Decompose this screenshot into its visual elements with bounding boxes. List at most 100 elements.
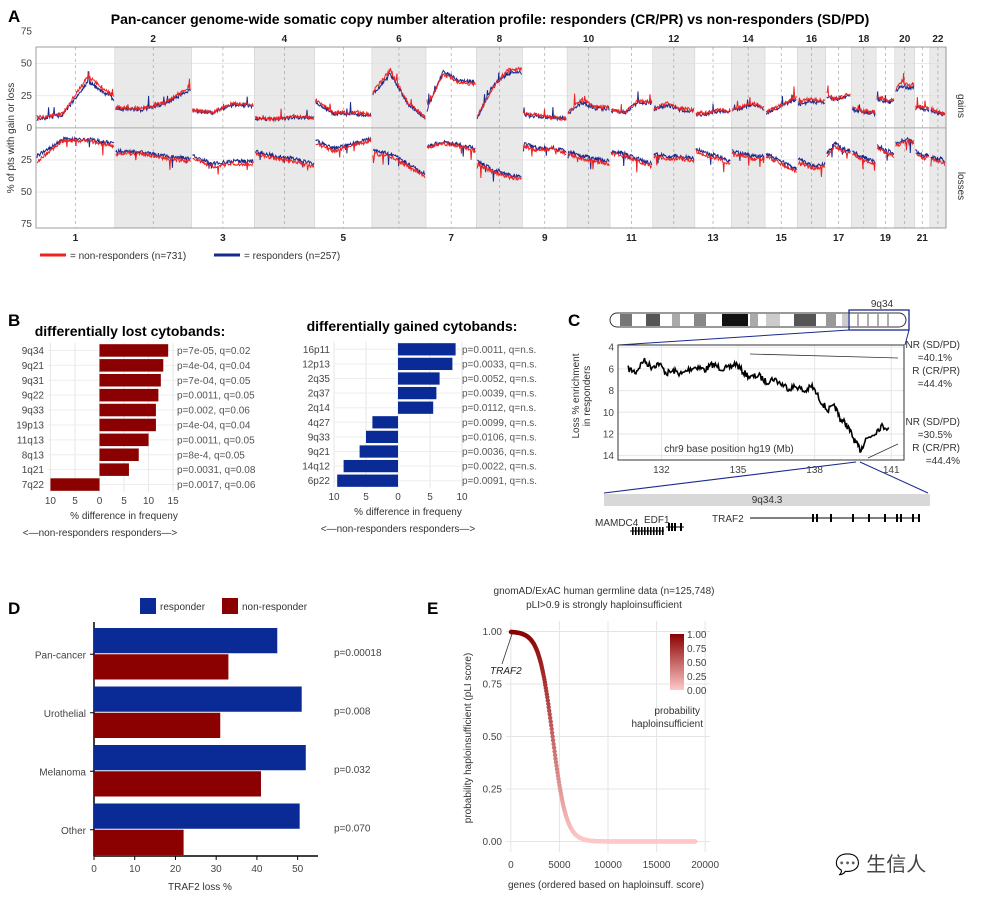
legend-swatch-nonresponder (222, 598, 238, 614)
subband-label: 9q34.3 (752, 495, 783, 506)
gain-line-nonresponders (826, 85, 851, 103)
p-value-label: p=0.0011, q=0.05 (177, 391, 255, 402)
lost-xlabel: % difference in frequeny (70, 511, 178, 522)
gene-exon (641, 527, 643, 535)
y-tick-label: 50 (21, 59, 33, 70)
chrom-label-bottom: 5 (341, 233, 347, 244)
panel-e-ylabel: probability haploinsufficient (pLI score… (463, 653, 474, 823)
gene-track (603, 461, 930, 535)
cytoband-bar (50, 478, 100, 491)
cytoband-label: 14q12 (302, 462, 330, 473)
panel-label-a: A (8, 7, 20, 26)
cytoband-label: 16p11 (303, 345, 331, 356)
gene-exon (884, 514, 886, 522)
gene-point (545, 695, 550, 700)
y-tick-label: 0.75 (483, 680, 503, 691)
gain-line-nonresponders (852, 105, 876, 115)
panel-d-xlabel: TRAF2 loss % (168, 882, 232, 893)
gene-exon (644, 527, 646, 535)
cytoband-bar (99, 418, 156, 432)
cytoband-bar (398, 357, 453, 371)
legend-colorbar (670, 634, 684, 690)
x-tick-label: 10 (328, 492, 340, 503)
svg-text:=30.5%: =30.5% (918, 430, 952, 441)
legend-tick-label: 0.75 (687, 644, 707, 655)
cytoband-label: 9q34 (22, 346, 45, 357)
p-value-label: p=0.0031, q=0.08 (177, 465, 256, 476)
cytoband-bar (99, 403, 156, 417)
p-value-label: p=0.0033, q=n.s. (462, 359, 537, 370)
gene-point (550, 738, 556, 743)
traf2-loss-chart: 0 10 20 30 40 50 Pan-cancer p=0.00018 Urothelial… (35, 622, 382, 875)
cytoband-label: 9q33 (308, 432, 331, 443)
loss-line-responders (765, 152, 797, 172)
p-value-label: p=7e-04, q=0.05 (177, 376, 251, 387)
loss-line-nonresponders (826, 144, 851, 159)
loss-line-responders (895, 136, 914, 154)
y-tick-label: 0.00 (483, 837, 503, 848)
gene-point (550, 734, 555, 739)
x-tick-label: 10 (45, 496, 57, 507)
panel-label-d: D (8, 599, 20, 618)
loss-line-responders (695, 146, 731, 165)
ideogram-band (750, 314, 758, 326)
cna-profile-plot: 7550250255075123456789101112131415161718… (21, 27, 947, 244)
gene-exon (868, 514, 870, 522)
gene-exon (896, 514, 898, 522)
x-tick-label: 10 (129, 864, 141, 875)
gene-exon (852, 514, 854, 522)
category-label: Pan-cancer (35, 650, 87, 661)
legend-title-2: haploinsufficient (631, 719, 703, 730)
gain-line-nonresponders (731, 97, 765, 111)
x-tick-label: 141 (883, 465, 900, 476)
gene-point (693, 839, 698, 844)
nonresponder-bar (94, 829, 184, 855)
cytoband-bar (372, 416, 398, 429)
gained-direction: <—non-responders responders—> (321, 524, 476, 535)
losses-label: losses (955, 172, 966, 200)
gene-exon (816, 514, 818, 522)
gain-line-responders (426, 69, 476, 112)
cytoband-bar (398, 386, 437, 400)
gene-exon (659, 527, 661, 535)
gene-exon (653, 527, 655, 535)
gene-point (549, 723, 554, 728)
lost-cytobands-title: differentially lost cytobands: (35, 323, 226, 339)
p-value-label: p=0.0039, q=n.s. (462, 389, 537, 400)
category-label: Urothelial (44, 709, 86, 720)
gain-line-nonresponders (426, 72, 476, 105)
p-value-label: p=0.008 (334, 707, 371, 718)
x-tick-label: 20 (170, 864, 182, 875)
responder-bar (94, 628, 278, 654)
panel-c-ylabel-2: in responders (582, 366, 593, 427)
gene-exon (668, 523, 670, 531)
gain-line-nonresponders (523, 108, 567, 122)
gene-point (548, 715, 553, 721)
loss-line-nonresponders (255, 151, 315, 171)
cytoband-label: 1q21 (22, 465, 45, 476)
lost-cytobands-chart: 9q34 p=7e-05, q=0.02 9q21 p=4e-04, q=0.04 9q… (16, 343, 256, 507)
chrom-label-top: 14 (743, 34, 755, 45)
cytoband-bar (99, 433, 149, 447)
gene-exon (647, 527, 649, 535)
ideogram-band (646, 314, 660, 326)
loss-line-responders (523, 142, 567, 156)
cytoband-label: 2q14 (308, 403, 331, 414)
svg-text:NR (SD/PD): NR (SD/PD) (906, 417, 960, 428)
x-tick-label: 30 (211, 864, 223, 875)
y-tick-label: 25 (21, 155, 33, 166)
p-value-label: p=7e-05, q=0.02 (177, 346, 251, 357)
x-tick-label: 40 (251, 864, 263, 875)
responder-bar (94, 686, 302, 712)
watermark: 💬 生信人 (835, 852, 927, 876)
y-tick-label: 25 (21, 91, 33, 102)
y-tick-label: 4 (608, 343, 614, 354)
cytoband-label: 4q27 (308, 418, 331, 429)
gene-point (548, 719, 553, 724)
gain-line-responders (476, 69, 522, 119)
x-tick-label: 10000 (594, 860, 622, 871)
p-value-label: p=0.0106, q=n.s. (462, 432, 537, 443)
zoom-connector (603, 461, 857, 494)
cytoband-label: 12p13 (302, 359, 330, 370)
